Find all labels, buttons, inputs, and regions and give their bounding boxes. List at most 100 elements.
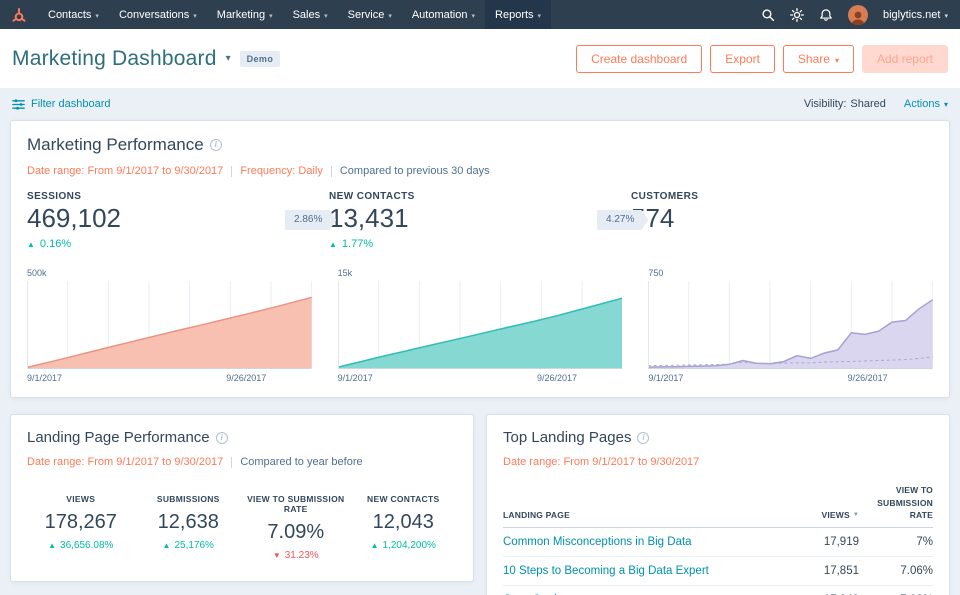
customers-area-chart <box>648 281 934 370</box>
x-axis-labels: 9/1/2017 9/26/2017 <box>27 373 312 385</box>
nav-item-sales[interactable]: Sales <box>283 0 338 29</box>
sessions-area-chart <box>26 281 313 370</box>
filter-dashboard-label: Filter dashboard <box>31 98 111 110</box>
rate-cell: 7.03% <box>859 585 933 595</box>
export-button[interactable]: Export <box>710 44 775 73</box>
kpi-views: VIEWS 178,267 36,656.08% <box>27 494 135 561</box>
caret-down-icon <box>835 52 839 66</box>
info-icon[interactable] <box>209 139 222 151</box>
nav-item-service[interactable]: Service <box>338 0 402 29</box>
caret-down-icon <box>472 9 476 21</box>
nav-item-label: Conversations <box>118 8 190 21</box>
landing-kpi-row: VIEWS 178,267 36,656.08% SUBMISSIONS 12,… <box>27 494 457 561</box>
up-arrow-icon <box>329 238 337 250</box>
y-axis-max-label: 15k <box>337 268 353 279</box>
up-arrow-icon <box>371 540 379 551</box>
actions-label: Actions <box>903 98 940 110</box>
nav-item-reports[interactable]: Reports <box>485 0 552 29</box>
down-arrow-icon <box>273 550 281 561</box>
up-arrow-icon <box>27 238 35 250</box>
compared-text: Compared to previous 30 days <box>339 165 490 177</box>
nav-utilities: biglytics.net <box>761 4 948 25</box>
dashboard-header: Marketing Dashboard Demo Create dashboar… <box>0 29 960 88</box>
hubspot-logo-icon[interactable] <box>10 6 28 24</box>
table-row: Common Misconceptions in Big Data 17,919… <box>503 527 933 558</box>
x-axis-labels: 9/1/2017 9/26/2017 <box>338 373 623 385</box>
info-icon[interactable] <box>215 431 228 444</box>
filter-bar: Filter dashboard Visibility: Shared Acti… <box>0 88 960 120</box>
rate-cell: 7.06% <box>859 556 933 587</box>
nav-item-label: Automation <box>411 8 468 21</box>
kpi-value: 7.09% <box>267 521 325 544</box>
nav-item-label: Sales <box>292 8 321 21</box>
divider <box>231 456 233 468</box>
kpi-label: SUBMISSIONS <box>156 494 220 505</box>
caret-down-icon <box>944 9 948 21</box>
kpi-label: NEW CONTACTS <box>367 494 440 505</box>
new-contacts-area-chart <box>337 281 623 370</box>
bottom-row: Landing Page Performance Date range: Fro… <box>10 414 950 595</box>
demo-badge: Demo <box>239 50 281 67</box>
account-name: biglytics.net <box>883 8 941 21</box>
landing-page-link[interactable]: Case Study <box>503 585 771 595</box>
landing-page-performance-card: Landing Page Performance Date range: Fro… <box>10 414 474 583</box>
kpi-delta: 1,204,200% <box>354 540 454 551</box>
caret-down-icon <box>95 9 99 21</box>
kpi-view-to-submission-rate: VIEW TO SUBMISSION RATE 7.09% 31.23% <box>242 494 350 561</box>
user-avatar[interactable] <box>848 4 868 25</box>
share-button[interactable]: Share <box>782 44 854 73</box>
date-range-text: Date range: From 9/1/2017 to 9/30/2017 <box>503 456 700 469</box>
nav-item-contacts[interactable]: Contacts <box>38 0 109 29</box>
info-icon[interactable] <box>637 431 650 444</box>
landing-page-link[interactable]: 10 Steps to Becoming a Big Data Expert <box>503 556 771 587</box>
top-landing-pages-table: LANDING PAGE VIEWS VIEW TO SUBMISSION RA… <box>503 478 933 595</box>
kpi-value: 12,638 <box>157 511 219 534</box>
frequency-text: Frequency: Daily <box>240 165 323 177</box>
filter-icon <box>12 98 25 110</box>
x-axis-start-label: 9/1/2017 <box>337 373 373 384</box>
kpi-delta-value: 31.23% <box>284 550 319 562</box>
caret-down-icon <box>944 98 948 110</box>
conversion-rate-badge: 2.86% <box>285 210 336 230</box>
views-cell: 17,849 <box>771 585 859 595</box>
notifications-bell-icon[interactable] <box>819 8 833 22</box>
nav-item-automation[interactable]: Automation <box>402 0 485 29</box>
filter-dashboard-button[interactable]: Filter dashboard <box>12 98 111 110</box>
views-cell: 17,919 <box>771 527 859 558</box>
card-title: Landing Page Performance <box>27 429 210 447</box>
actions-menu[interactable]: Actions <box>904 98 948 110</box>
x-axis-end-label: 9/26/2017 <box>536 373 577 384</box>
x-axis-start-label: 9/1/2017 <box>648 373 684 384</box>
kpi-delta-value: 0.16% <box>39 238 72 251</box>
x-axis-labels: 9/1/2017 9/26/2017 <box>648 373 933 385</box>
column-header-views[interactable]: VIEWS <box>771 478 859 529</box>
card-title-row: Marketing Performance <box>27 135 933 155</box>
nav-item-marketing[interactable]: Marketing <box>207 0 283 29</box>
table-header-row: LANDING PAGE VIEWS VIEW TO SUBMISSION RA… <box>503 478 933 529</box>
create-dashboard-button[interactable]: Create dashboard <box>576 44 703 73</box>
table-row: 10 Steps to Becoming a Big Data Expert 1… <box>503 556 933 587</box>
caret-down-icon <box>193 9 197 21</box>
nav-item-label: Service <box>347 8 385 21</box>
account-menu[interactable]: biglytics.net <box>883 9 948 21</box>
caret-down-icon <box>388 9 392 21</box>
add-report-button[interactable]: Add report <box>861 44 948 73</box>
kpi-label: NEW CONTACTS <box>329 191 415 202</box>
caret-down-icon <box>538 9 542 21</box>
kpi-delta-value: 25,176% <box>174 540 214 552</box>
nav-item-conversations[interactable]: Conversations <box>109 0 207 29</box>
date-line: Date range: From 9/1/2017 to 9/30/2017 C… <box>27 456 457 468</box>
kpi-delta: 1.77% <box>329 238 631 250</box>
caret-down-icon <box>269 9 273 21</box>
dashboard-switcher-caret-icon[interactable] <box>226 54 231 64</box>
date-range-text: Date range: From 9/1/2017 to 9/30/2017 <box>27 456 224 469</box>
up-arrow-icon <box>48 540 56 551</box>
kpi-label: VIEWS <box>66 494 96 505</box>
kpi-new-contacts: NEW CONTACTS 13,431 1.77% <box>329 191 631 250</box>
settings-gear-icon[interactable] <box>790 7 804 22</box>
compared-text: Compared to year before <box>240 456 363 469</box>
title-group: Marketing Dashboard Demo <box>12 47 281 71</box>
search-icon[interactable] <box>761 8 775 22</box>
landing-page-link[interactable]: Common Misconceptions in Big Data <box>503 527 771 558</box>
table-row: Case Study 17,849 7.03% <box>503 585 933 595</box>
